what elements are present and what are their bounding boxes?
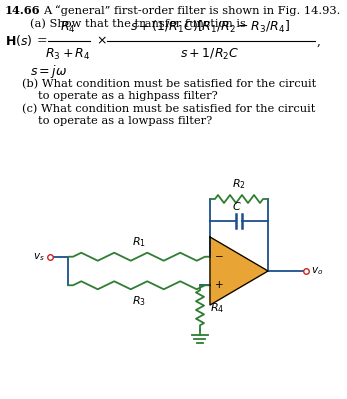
Text: to operate as a highpass filter?: to operate as a highpass filter? — [38, 91, 218, 101]
Text: (b) What condition must be satisfied for the circuit: (b) What condition must be satisfied for… — [22, 79, 316, 89]
Text: to operate as a lowpass filter?: to operate as a lowpass filter? — [38, 116, 212, 126]
Text: $R_3 + R_4$: $R_3 + R_4$ — [45, 47, 91, 62]
Text: (c) What condition must be satisfied for the circuit: (c) What condition must be satisfied for… — [22, 104, 315, 114]
Text: $R_2$: $R_2$ — [232, 177, 246, 191]
Text: $R_4$: $R_4$ — [210, 301, 224, 315]
Text: $R_3$: $R_3$ — [132, 294, 146, 308]
Text: $\mathbf{H}(s)$: $\mathbf{H}(s)$ — [5, 34, 33, 49]
Text: $R_1$: $R_1$ — [132, 235, 146, 249]
Text: $s + 1/R_2C$: $s + 1/R_2C$ — [180, 47, 240, 62]
Text: +: + — [215, 280, 223, 290]
Polygon shape — [210, 237, 268, 305]
Text: $\times$: $\times$ — [96, 34, 107, 47]
Text: −: − — [215, 252, 224, 262]
Text: A “general” first-order filter is shown in Fig. 14.93.: A “general” first-order filter is shown … — [43, 5, 340, 16]
Text: $v_o$: $v_o$ — [311, 265, 323, 277]
Text: ,: , — [317, 34, 321, 47]
Text: 14.66: 14.66 — [5, 5, 41, 16]
Text: $v_s$: $v_s$ — [33, 251, 45, 263]
Text: (a) Show that the transfer function is: (a) Show that the transfer function is — [30, 19, 246, 29]
Text: $s = j\omega$: $s = j\omega$ — [30, 63, 67, 80]
Text: $R_4$: $R_4$ — [60, 20, 76, 35]
Text: $C$: $C$ — [232, 200, 242, 212]
Text: $s + (1/R_1C)[R_1/R_2 - R_3/R_4]$: $s + (1/R_1C)[R_1/R_2 - R_3/R_4]$ — [130, 19, 290, 35]
Text: =: = — [37, 34, 48, 47]
